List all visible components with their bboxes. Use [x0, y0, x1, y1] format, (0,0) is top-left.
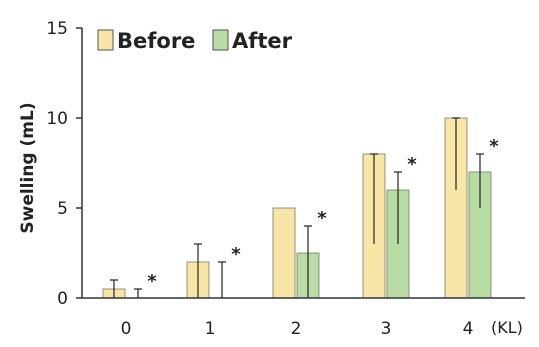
legend-label-after: After	[232, 29, 293, 53]
significance-star: *	[489, 136, 499, 157]
x-tick-label: 3	[381, 319, 392, 339]
significance-star: *	[147, 271, 157, 292]
x-axis-unit: (KL)	[491, 318, 523, 337]
y-axis-label: Swelling (mL)	[18, 102, 38, 233]
y-tick-label: 15	[46, 19, 68, 39]
y-tick-label: 10	[46, 109, 68, 129]
bars	[102, 117, 492, 299]
x-tick-label: 2	[291, 319, 302, 339]
legend-label-before: Before	[117, 29, 195, 53]
significance-star: *	[407, 154, 417, 175]
error-bars	[110, 117, 484, 298]
bar-before-2	[272, 207, 296, 299]
legend-swatch-before	[97, 29, 114, 51]
y-tick-label: 0	[57, 289, 68, 309]
y-tick-label: 5	[57, 199, 68, 219]
significance-star: *	[231, 244, 241, 265]
x-tick-labels: 0 1 2 3 4	[121, 319, 474, 339]
x-tick-label: 1	[205, 319, 216, 339]
x-tick-label: 0	[121, 319, 132, 339]
significance-markers: * * * * *	[147, 136, 499, 292]
legend-swatch-after	[212, 29, 229, 51]
legend: Before After	[97, 29, 293, 53]
y-tick-labels: 0 5 10 15	[46, 19, 82, 309]
significance-star: *	[317, 208, 327, 229]
x-tick-label: 4	[463, 319, 474, 339]
